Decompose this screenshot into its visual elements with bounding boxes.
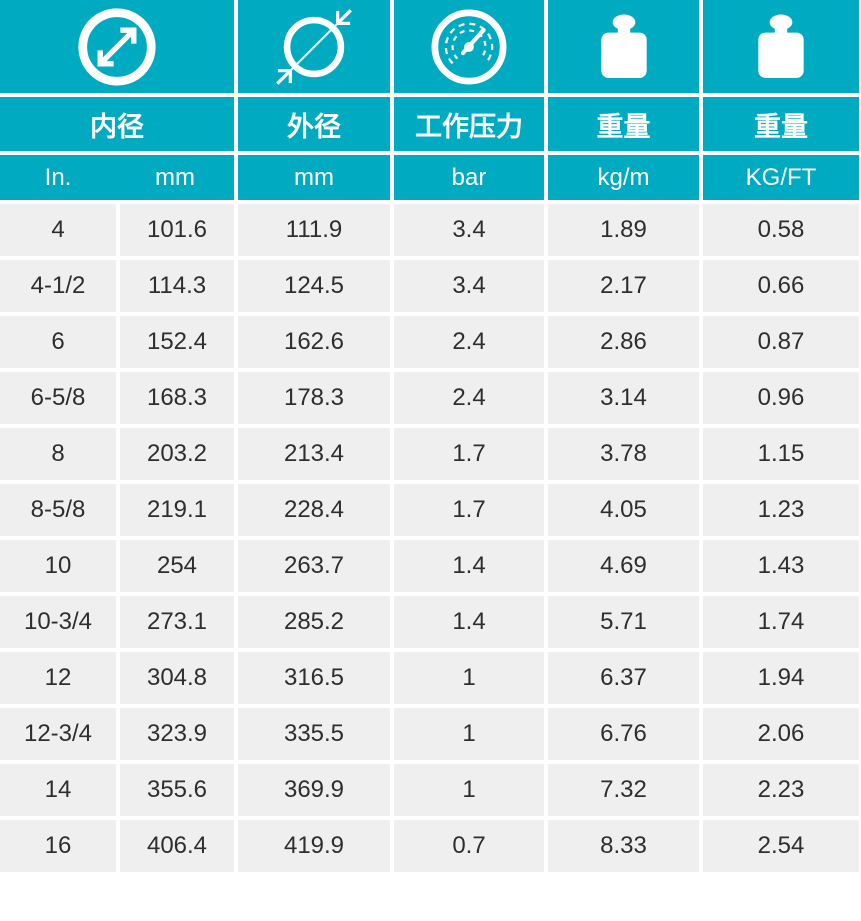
table-cell: 152.4 [120,316,234,368]
table-cell: 1.4 [394,540,544,592]
table-cell: 1.94 [703,652,859,704]
table-cell: 2.17 [548,260,699,312]
table-cell: 203.2 [120,428,234,480]
table-cell: 6-5/8 [0,372,116,424]
table-cell: 10 [0,540,116,592]
outer-diameter-icon [276,8,352,85]
table-cell: 1.74 [703,596,859,648]
header-icon-cell-pressure [394,0,544,93]
column-header-inner-diameter: 内径 [0,97,234,151]
header-icon-cell-weight-imperial [703,0,859,93]
unit-label-in: In. [44,163,72,191]
table-cell: 254 [120,540,234,592]
table-cell: 6.37 [548,652,699,704]
table-cell: 419.9 [238,820,390,872]
table-cell: 273.1 [120,596,234,648]
table-cell: 1.23 [703,484,859,536]
table-cell: 1.89 [548,204,699,256]
column-header-outer-diameter: 外径 [238,97,390,151]
table-cell: 2.54 [703,820,859,872]
table-cell: 4.05 [548,484,699,536]
table-cell: 0.7 [394,820,544,872]
table-cell: 124.5 [238,260,390,312]
table-cell: 1.15 [703,428,859,480]
table-cell: 355.6 [120,764,234,816]
table-cell: 219.1 [120,484,234,536]
unit-header-weight-imperial: KG/FT [703,155,859,200]
table-cell: 178.3 [238,372,390,424]
table-cell: 369.9 [238,764,390,816]
pressure-gauge-icon [431,9,507,84]
table-cell: 2.4 [394,316,544,368]
table-cell: 162.6 [238,316,390,368]
table-cell: 335.5 [238,708,390,760]
table-cell: 228.4 [238,484,390,536]
table-cell: 406.4 [120,820,234,872]
table-cell: 111.9 [238,204,390,256]
column-header-working-pressure: 工作压力 [394,97,544,151]
table-cell: 213.4 [238,428,390,480]
table-cell: 12 [0,652,116,704]
table-cell: 263.7 [238,540,390,592]
table-cell: 1.4 [394,596,544,648]
spec-table: 内径 外径 工作压力 重量 重量 In. mm mm bar kg/m KG/F… [0,0,861,872]
header-icon-cell-outer-diameter [238,0,390,93]
table-cell: 1.7 [394,484,544,536]
header-icon-cell-inner-diameter [0,0,234,93]
table-cell: 8-5/8 [0,484,116,536]
table-cell: 3.4 [394,260,544,312]
table-cell: 0.58 [703,204,859,256]
table-cell: 1 [394,764,544,816]
inner-diameter-icon [78,7,156,86]
table-cell: 3.78 [548,428,699,480]
table-cell: 2.06 [703,708,859,760]
unit-header-inner-diameter: In. mm [0,155,234,200]
table-cell: 6 [0,316,116,368]
table-cell: 0.87 [703,316,859,368]
unit-header-pressure: bar [394,155,544,200]
unit-label-mm: mm [155,163,195,191]
table-cell: 8 [0,428,116,480]
table-cell: 316.5 [238,652,390,704]
table-cell: 16 [0,820,116,872]
table-cell: 7.32 [548,764,699,816]
unit-header-weight-metric: kg/m [548,155,699,200]
table-cell: 101.6 [120,204,234,256]
unit-header-outer-diameter: mm [238,155,390,200]
table-cell: 1.7 [394,428,544,480]
table-cell: 1 [394,708,544,760]
column-header-weight-imperial: 重量 [703,97,859,151]
table-cell: 285.2 [238,596,390,648]
header-icon-cell-weight-metric [548,0,699,93]
table-cell: 2.23 [703,764,859,816]
table-cell: 4.69 [548,540,699,592]
table-cell: 14 [0,764,116,816]
table-cell: 114.3 [120,260,234,312]
weight-icon [758,14,804,78]
table-cell: 168.3 [120,372,234,424]
table-cell: 323.9 [120,708,234,760]
table-cell: 10-3/4 [0,596,116,648]
table-cell: 0.66 [703,260,859,312]
table-cell: 2.4 [394,372,544,424]
table-cell: 8.33 [548,820,699,872]
weight-icon [600,14,647,78]
table-cell: 4 [0,204,116,256]
table-cell: 1 [394,652,544,704]
table-cell: 0.96 [703,372,859,424]
table-cell: 3.14 [548,372,699,424]
table-cell: 12-3/4 [0,708,116,760]
table-cell: 3.4 [394,204,544,256]
table-cell: 304.8 [120,652,234,704]
table-cell: 4-1/2 [0,260,116,312]
column-header-weight-metric: 重量 [548,97,699,151]
table-cell: 1.43 [703,540,859,592]
table-cell: 2.86 [548,316,699,368]
table-cell: 6.76 [548,708,699,760]
table-cell: 5.71 [548,596,699,648]
